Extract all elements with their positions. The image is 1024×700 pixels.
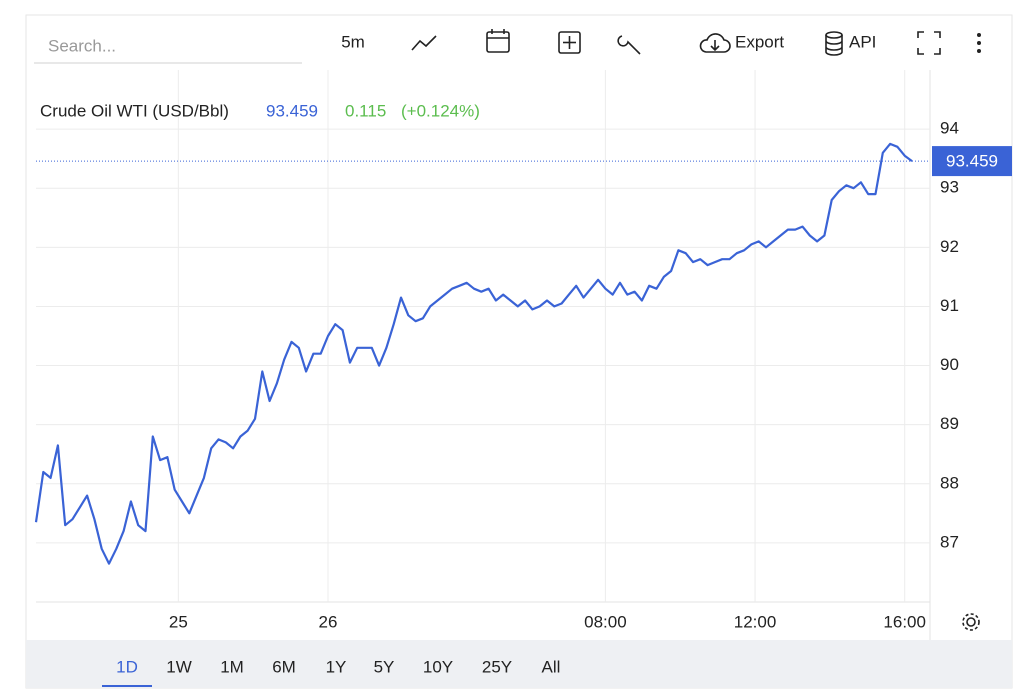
plot bbox=[36, 70, 931, 640]
more-menu[interactable] bbox=[977, 33, 981, 53]
range-button[interactable]: 25Y bbox=[482, 657, 512, 676]
export-button[interactable]: Export bbox=[699, 32, 784, 53]
x-tick-label: 12:00 bbox=[734, 612, 777, 631]
range-button[interactable]: All bbox=[542, 657, 561, 676]
card bbox=[25, 14, 1013, 689]
price-line bbox=[34, 142, 913, 565]
export-label: Export bbox=[735, 32, 784, 51]
chart-settings-icon[interactable] bbox=[962, 613, 980, 631]
api-icon bbox=[825, 31, 843, 56]
y-tick-label: 91 bbox=[940, 296, 959, 315]
range-button[interactable]: 6M bbox=[272, 657, 296, 676]
y-tick-label: 94 bbox=[940, 119, 959, 138]
add-indicator-icon[interactable] bbox=[558, 31, 581, 54]
range-button[interactable]: 1W bbox=[166, 657, 192, 676]
y-tick-label: 88 bbox=[940, 473, 959, 492]
export-icon bbox=[699, 33, 731, 53]
range-button[interactable]: 1Y bbox=[326, 657, 347, 676]
x-tick-label: 16:00 bbox=[883, 612, 926, 631]
y-tick-label: 90 bbox=[940, 355, 959, 374]
chart-type-icon[interactable] bbox=[411, 35, 437, 51]
range-button[interactable]: 10Y bbox=[423, 657, 453, 676]
x-tick-label: 25 bbox=[169, 612, 188, 631]
api-button[interactable]: API bbox=[825, 31, 876, 56]
search-box[interactable]: Search... bbox=[34, 36, 302, 64]
y-tick-label: 93 bbox=[940, 178, 959, 197]
calendar-icon[interactable] bbox=[486, 29, 510, 53]
price-change-percent: (+0.124%) bbox=[401, 101, 480, 120]
y-tick-label: 87 bbox=[940, 532, 959, 551]
range-bar bbox=[26, 640, 1012, 688]
y-tick-label: 89 bbox=[940, 414, 959, 433]
api-label: API bbox=[849, 32, 876, 51]
price-change: 0.115 bbox=[345, 101, 386, 120]
search-placeholder: Search... bbox=[48, 36, 116, 55]
last-price-tag-label: 93.459 bbox=[946, 152, 998, 171]
last-price: 93.459 bbox=[266, 101, 318, 120]
range-button[interactable]: 5Y bbox=[374, 657, 395, 676]
interval-button[interactable]: 5m bbox=[341, 32, 365, 51]
chart-title: Crude Oil WTI (USD/Bbl) bbox=[40, 101, 229, 120]
range-button[interactable]: 1D bbox=[116, 657, 138, 676]
x-tick-label: 08:00 bbox=[584, 612, 627, 631]
x-tick-label: 26 bbox=[319, 612, 338, 631]
range-button[interactable]: 1M bbox=[220, 657, 244, 676]
last-price-tag bbox=[932, 146, 1012, 177]
settings-wrench-icon[interactable] bbox=[617, 35, 641, 55]
y-tick-label: 92 bbox=[940, 237, 959, 256]
fullscreen-icon[interactable] bbox=[917, 31, 941, 55]
